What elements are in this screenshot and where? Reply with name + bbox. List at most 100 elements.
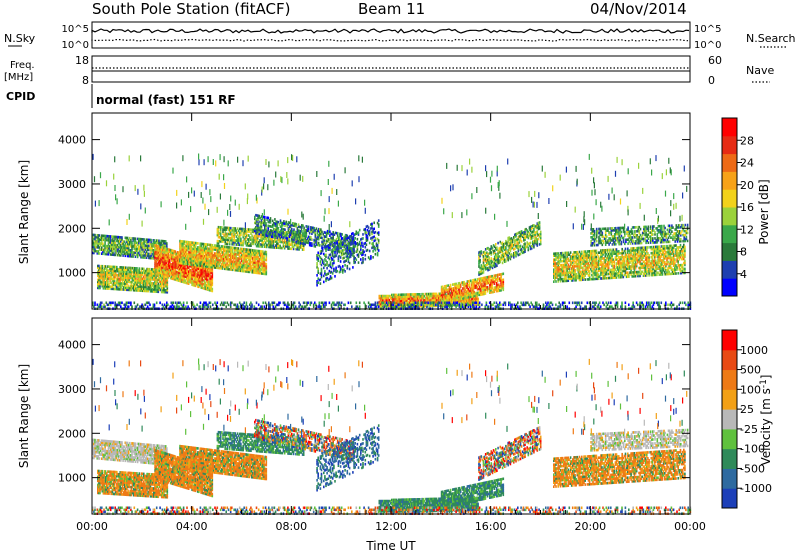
power-cell: [157, 271, 160, 274]
power-cell: [164, 282, 166, 286]
power-cell: [246, 268, 249, 271]
power-cell: [163, 284, 165, 288]
power-cell: [99, 238, 102, 241]
power-cell: [197, 248, 199, 251]
power-cell: [225, 257, 227, 261]
power-cell: [156, 288, 158, 291]
power-cell: [156, 248, 159, 252]
power-cell: [103, 244, 105, 248]
power-cell: [148, 246, 150, 250]
power-cell: [217, 252, 219, 256]
power-cell: [217, 227, 220, 231]
power-cell: [182, 260, 185, 263]
power-cell: [179, 253, 181, 257]
power-cell: [251, 270, 253, 274]
power-cell: [225, 234, 228, 238]
power-cell: [226, 259, 228, 263]
power-cell: [216, 264, 218, 268]
power-cell: [374, 230, 377, 234]
power-cell: [122, 248, 124, 251]
power-cell: [130, 245, 132, 248]
power-cell: [209, 245, 212, 249]
power-cell: [194, 257, 197, 261]
power-cell: [93, 237, 95, 241]
power-cell: [180, 264, 182, 267]
power-cell: [102, 287, 105, 290]
power-cell: [108, 271, 110, 274]
power-cell: [233, 252, 235, 256]
power-cell: [130, 274, 133, 278]
power-cell: [114, 241, 116, 245]
power-cell: [110, 285, 112, 289]
power-cell: [147, 289, 149, 293]
power-cell: [160, 280, 163, 284]
power-cell: [154, 258, 156, 261]
power-cell: [196, 267, 199, 270]
power-cell: [220, 247, 223, 250]
power-cell: [141, 242, 143, 245]
power-cell: [107, 265, 109, 268]
power-cell: [146, 238, 149, 242]
power-cell: [161, 254, 163, 257]
power-cell: [128, 276, 130, 280]
power-cell: [136, 243, 139, 247]
power-cell: [114, 245, 116, 249]
power-cell: [144, 285, 146, 289]
cpid-text: normal (fast) 151 RF: [96, 93, 236, 107]
power-cell: [135, 269, 137, 272]
power-cell: [123, 270, 126, 273]
power-cell: [162, 262, 164, 265]
power-cell: [154, 254, 156, 257]
power-cell: [105, 252, 108, 256]
power-cell: [146, 252, 149, 256]
power-cell: [334, 243, 336, 246]
power-cell: [166, 265, 169, 269]
power-cell: [198, 256, 200, 259]
power-cell: [240, 243, 242, 247]
power-cell: [164, 275, 166, 278]
power-cell: [202, 268, 205, 272]
power-cell: [265, 262, 268, 266]
power-cell: [187, 282, 190, 285]
power-cell: [121, 246, 123, 249]
power-cell: [96, 246, 99, 249]
station-title: South Pole Station (fitACF): [92, 0, 290, 18]
power-cell: [196, 271, 199, 274]
power-cell: [112, 269, 115, 273]
power-cell: [203, 287, 206, 290]
power-cell: [219, 240, 222, 243]
power-cell: [172, 253, 174, 257]
power-cell: [118, 246, 121, 249]
power-cell: [180, 276, 182, 279]
power-cell: [145, 246, 148, 249]
power-cell: [156, 262, 159, 266]
power-cell: [167, 274, 170, 277]
power-cell: [145, 287, 147, 291]
power-cell: [121, 284, 124, 287]
power-cell: [97, 272, 99, 276]
power-cell: [157, 267, 160, 270]
power-cell: [366, 248, 369, 252]
power-cell: [120, 282, 123, 285]
power-cell: [146, 287, 148, 291]
power-cell: [166, 257, 169, 261]
power-cell: [200, 254, 203, 258]
power-cell: [225, 226, 228, 230]
power-cell: [216, 256, 218, 260]
power-cell: [227, 253, 229, 257]
power-cell: [200, 268, 202, 271]
power-cell: [131, 266, 134, 270]
power-cell: [153, 239, 156, 242]
power-cell: [207, 253, 209, 256]
power-cell: [156, 286, 158, 289]
power-cell: [187, 258, 190, 261]
power-cell: [160, 241, 162, 245]
power-cell: [117, 239, 120, 243]
power-cell: [149, 270, 152, 273]
power-cell: [159, 271, 162, 275]
power-cell: [126, 252, 129, 256]
power-cell: [221, 236, 223, 239]
power-cell: [355, 258, 358, 261]
power-cell: [170, 272, 172, 276]
power-cell: [301, 230, 303, 233]
